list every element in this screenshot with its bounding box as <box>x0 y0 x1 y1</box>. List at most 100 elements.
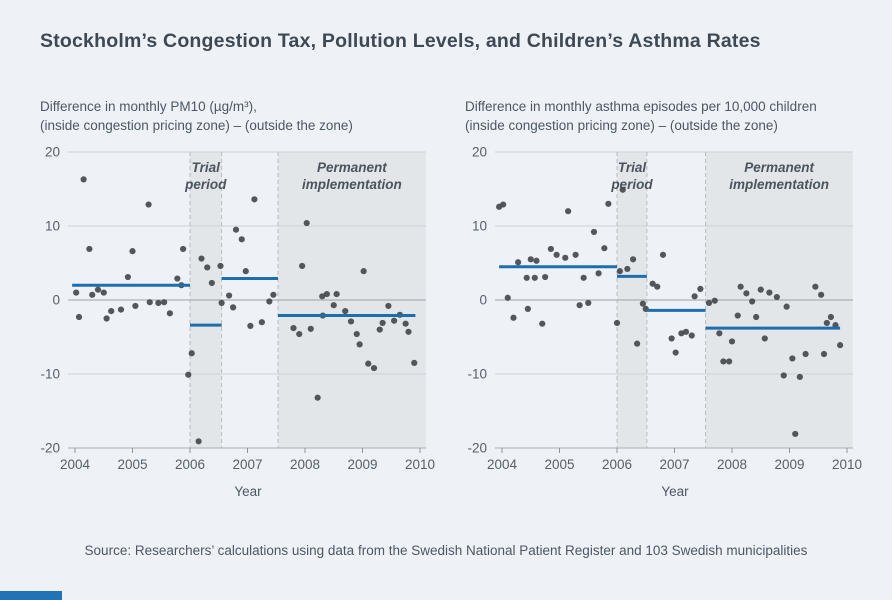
data-point <box>572 251 579 258</box>
period-label: period <box>610 177 653 192</box>
x-tick-label: 2006 <box>602 457 632 472</box>
data-point <box>705 299 713 307</box>
data-point <box>129 248 136 255</box>
data-point <box>347 318 355 325</box>
data-point <box>562 254 569 261</box>
data-point <box>360 268 367 275</box>
data-point <box>783 303 790 310</box>
data-point <box>323 290 330 298</box>
data-point <box>161 299 168 306</box>
data-point <box>802 350 809 358</box>
data-point <box>303 219 310 227</box>
data-point <box>672 349 679 356</box>
data-point <box>524 305 531 312</box>
y-tick-label: -20 <box>40 441 60 456</box>
data-point <box>208 279 215 287</box>
data-point <box>405 328 412 335</box>
x-tick-label: 2007 <box>659 457 689 472</box>
data-point <box>749 298 756 305</box>
data-point <box>86 245 93 253</box>
data-point <box>330 302 337 309</box>
accent-bar <box>0 591 62 600</box>
data-point <box>531 274 538 281</box>
data-point <box>103 315 110 322</box>
data-point <box>547 245 554 253</box>
data-point <box>553 251 560 258</box>
right-chart-subtitle-line1: Difference in monthly asthma episodes pe… <box>465 99 817 114</box>
data-point <box>198 255 205 262</box>
data-point <box>89 291 96 298</box>
data-point <box>402 320 409 327</box>
data-point <box>634 340 641 347</box>
data-point <box>697 285 704 292</box>
y-tick-label: 20 <box>472 145 487 160</box>
period-label: implementation <box>729 177 829 192</box>
scatter-points <box>73 176 418 445</box>
mean-lines <box>72 277 416 327</box>
data-point <box>188 350 195 357</box>
data-point <box>174 275 181 282</box>
data-point <box>100 289 107 296</box>
data-point <box>356 341 363 348</box>
x-tick-label: 2004 <box>60 457 91 472</box>
data-point <box>385 302 392 310</box>
data-point <box>217 262 224 270</box>
data-point <box>333 290 340 298</box>
x-tick-label: 2008 <box>290 457 320 472</box>
x-tick-label: 2006 <box>175 457 205 472</box>
data-point <box>391 317 398 324</box>
data-point <box>204 264 211 271</box>
data-point <box>238 236 245 243</box>
data-point <box>820 350 828 358</box>
y-tick-label: -10 <box>40 367 60 382</box>
y-tick-label: 10 <box>45 219 60 234</box>
data-point <box>818 291 825 298</box>
data-point <box>379 319 386 327</box>
data-point <box>780 372 787 379</box>
data-point <box>251 196 258 203</box>
data-point <box>726 358 733 365</box>
data-point <box>226 292 233 299</box>
data-point <box>523 274 530 281</box>
data-point <box>616 268 623 275</box>
data-point <box>649 280 656 287</box>
data-point <box>639 300 646 307</box>
data-point <box>195 438 202 445</box>
data-point <box>80 176 87 183</box>
data-point <box>766 289 773 296</box>
data-point <box>75 313 83 321</box>
data-point <box>108 308 115 315</box>
data-point <box>711 297 718 304</box>
band-borders <box>616 152 707 448</box>
data-point <box>789 355 796 362</box>
data-point <box>737 283 744 290</box>
data-point <box>307 325 314 332</box>
y-tick-label: 0 <box>52 293 60 308</box>
data-point <box>342 308 349 315</box>
x-tick-label: 2008 <box>717 457 747 472</box>
data-point <box>580 274 587 281</box>
left-chart-subtitle-line1: Difference in monthly PM10 (µg/m³), <box>40 99 257 114</box>
data-point <box>515 259 522 266</box>
data-point <box>668 335 675 342</box>
data-point <box>682 328 690 335</box>
y-tick-label: 20 <box>45 145 60 160</box>
period-label: Permanent <box>744 160 814 175</box>
x-tick-label: 2009 <box>347 457 377 472</box>
x-tick-label: 2005 <box>117 457 147 472</box>
mean-lines <box>499 265 841 330</box>
data-point <box>590 228 598 236</box>
data-point <box>296 330 303 338</box>
y-tick-label: -20 <box>467 441 487 456</box>
data-point <box>230 304 237 311</box>
data-point <box>773 293 780 301</box>
left-chart-subtitle-line2: (inside congestion pricing zone) – (outs… <box>40 118 353 134</box>
data-point <box>270 291 277 298</box>
data-point <box>720 358 727 365</box>
data-point <box>812 283 819 290</box>
data-point <box>510 314 517 321</box>
data-point <box>792 430 799 438</box>
x-tick-label: 2007 <box>232 457 262 472</box>
